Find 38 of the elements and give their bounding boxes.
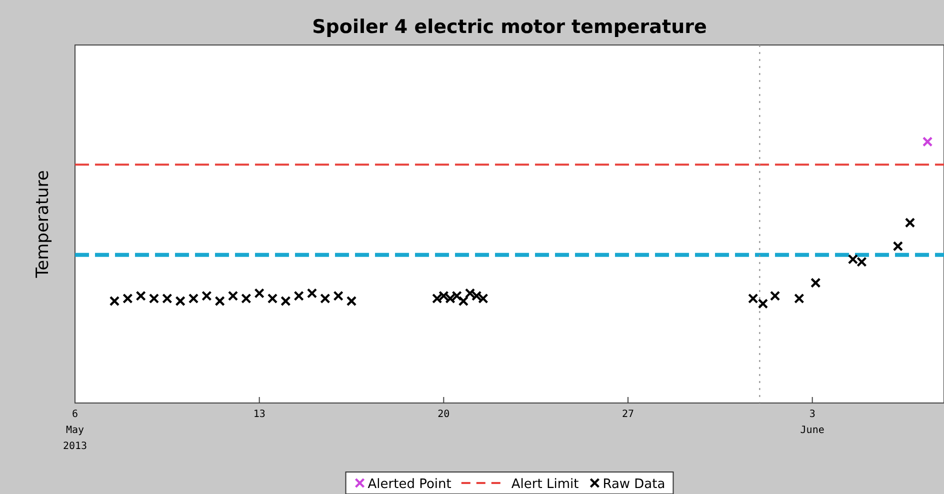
chart-title: Spoiler 4 electric motor temperature [312, 16, 707, 38]
point [770, 290, 780, 301]
x-tick-label: 27 [622, 409, 634, 420]
point [306, 288, 318, 298]
x-tick-label: 6 May 2013 [62, 409, 88, 452]
x-tick-label: 20 [438, 409, 450, 420]
point [148, 293, 160, 304]
point [228, 290, 238, 301]
point [892, 241, 904, 252]
legend-label: Raw Data [602, 477, 666, 492]
point [758, 298, 768, 309]
point [922, 136, 933, 147]
point [254, 288, 264, 298]
x-tick-label: 3 June [800, 409, 824, 436]
y-axis-title: Temperature [33, 170, 53, 279]
point [109, 296, 120, 306]
legend-label: Alert Limit [511, 477, 579, 492]
point [904, 218, 916, 228]
point [241, 293, 252, 304]
point [122, 293, 133, 304]
point [214, 296, 225, 306]
x-tick-label: 13 [253, 409, 266, 420]
point [202, 290, 212, 301]
point [333, 290, 344, 301]
point [346, 296, 357, 306]
legend-label: Alerted Point [368, 477, 452, 492]
point [188, 293, 199, 304]
point [748, 293, 758, 304]
point [175, 296, 186, 306]
point [136, 290, 146, 301]
point [294, 290, 304, 301]
point [794, 293, 804, 304]
point [458, 296, 469, 306]
point [320, 293, 330, 304]
point [162, 293, 172, 304]
point [810, 278, 821, 288]
point [267, 293, 278, 304]
point [280, 296, 291, 306]
